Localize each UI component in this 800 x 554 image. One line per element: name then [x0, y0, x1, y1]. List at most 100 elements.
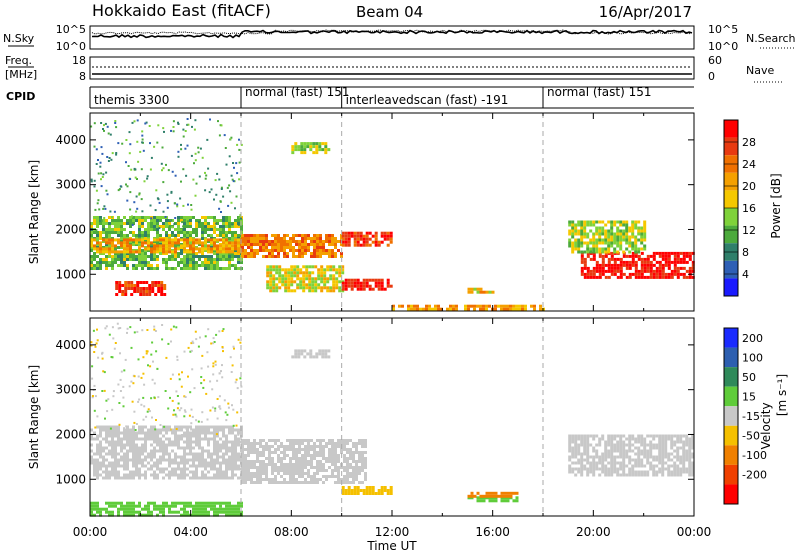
range-time-cell — [90, 178, 93, 181]
range-time-cell — [99, 428, 102, 432]
range-time-cell — [151, 281, 155, 284]
range-time-cell — [334, 463, 337, 466]
range-time-cell — [346, 439, 349, 442]
range-time-cell — [268, 252, 271, 255]
range-time-cell — [643, 464, 647, 468]
range-time-cell — [335, 268, 339, 272]
range-time-cell — [310, 478, 313, 481]
range-time-cell — [99, 443, 102, 447]
power-tick-label: 8 — [742, 246, 749, 259]
range-time-cell — [222, 501, 225, 505]
range-time-cell — [661, 434, 665, 438]
range-time-cell — [93, 464, 96, 468]
range-time-cell — [640, 241, 644, 245]
range-time-cell — [189, 501, 192, 505]
range-time-cell — [667, 275, 671, 279]
range-time-cell — [141, 141, 144, 144]
range-time-cell — [413, 307, 416, 311]
range-time-cell — [207, 425, 210, 429]
range-time-cell — [225, 241, 228, 245]
range-time-cell — [93, 501, 96, 505]
range-time-cell — [133, 167, 136, 170]
range-time-cell — [105, 431, 108, 435]
range-time-cell — [340, 243, 343, 246]
range-time-cell — [364, 457, 367, 460]
range-time-cell — [194, 330, 197, 333]
range-time-cell — [108, 241, 111, 245]
range-time-cell — [571, 223, 575, 227]
range-time-cell — [344, 281, 348, 285]
range-time-cell — [673, 260, 677, 264]
range-time-cell — [150, 431, 153, 435]
range-time-cell — [691, 440, 695, 444]
range-time-cell — [123, 428, 126, 432]
range-time-cell — [592, 254, 596, 258]
range-time-cell — [90, 238, 93, 242]
range-time-cell — [286, 445, 289, 448]
range-time-cell — [133, 290, 137, 293]
range-time-cell — [180, 244, 183, 248]
range-time-cell — [295, 255, 298, 258]
range-time-cell — [225, 501, 228, 505]
range-time-cell — [571, 235, 575, 239]
range-time-cell — [165, 452, 168, 456]
range-time-cell — [105, 267, 108, 270]
range-time-cell — [266, 286, 270, 290]
range-time-cell — [134, 176, 137, 179]
range-time-cell — [670, 446, 674, 450]
range-time-cell — [220, 370, 222, 373]
range-time-cell — [607, 434, 611, 438]
range-time-cell — [290, 277, 294, 281]
range-time-cell — [105, 231, 108, 234]
range-time-cell — [521, 304, 524, 308]
range-time-cell — [213, 267, 216, 270]
range-time-cell — [334, 246, 337, 249]
range-time-cell — [135, 238, 138, 242]
range-time-cell — [473, 304, 476, 308]
range-time-cell — [99, 425, 102, 429]
range-time-cell — [204, 458, 207, 462]
range-time-cell — [216, 238, 219, 242]
range-time-cell — [607, 461, 611, 465]
range-time-cell — [132, 446, 135, 450]
range-time-cell — [128, 385, 131, 388]
range-time-cell — [171, 241, 174, 245]
range-time-cell — [625, 449, 629, 453]
range-time-cell — [434, 304, 437, 308]
range-time-cell — [141, 267, 144, 270]
range-time-cell — [102, 250, 105, 254]
range-time-cell — [310, 439, 313, 442]
range-time-cell — [144, 247, 147, 251]
range-time-cell — [180, 252, 183, 255]
range-time-cell — [688, 461, 692, 465]
range-time-cell — [120, 504, 123, 508]
range-time-cell — [661, 470, 665, 474]
range-time-cell — [298, 466, 301, 469]
range-time-cell — [102, 446, 105, 450]
range-time-cell — [607, 247, 611, 251]
range-time-cell — [231, 244, 234, 248]
range-time-cell — [225, 267, 228, 270]
range-time-cell — [640, 251, 644, 255]
range-time-cell — [180, 455, 183, 459]
range-time-cell — [323, 280, 327, 284]
range-time-cell — [111, 408, 114, 411]
range-time-cell — [162, 258, 165, 261]
range-time-cell — [96, 237, 99, 240]
range-time-cell — [303, 145, 307, 149]
range-time-cell — [114, 225, 117, 228]
range-time-cell — [652, 269, 656, 273]
range-time-cell — [289, 243, 292, 246]
range-time-cell — [111, 326, 114, 329]
range-time-cell — [198, 241, 201, 245]
range-time-cell — [154, 284, 158, 287]
range-time-cell — [673, 440, 677, 444]
range-time-cell — [219, 437, 222, 441]
range-time-cell — [571, 437, 575, 441]
range-time-cell — [308, 286, 312, 290]
range-time-cell — [616, 226, 620, 230]
range-time-cell — [407, 307, 410, 311]
range-time-cell — [150, 501, 153, 505]
range-time-cell — [138, 461, 141, 465]
range-time-cell — [231, 455, 234, 459]
